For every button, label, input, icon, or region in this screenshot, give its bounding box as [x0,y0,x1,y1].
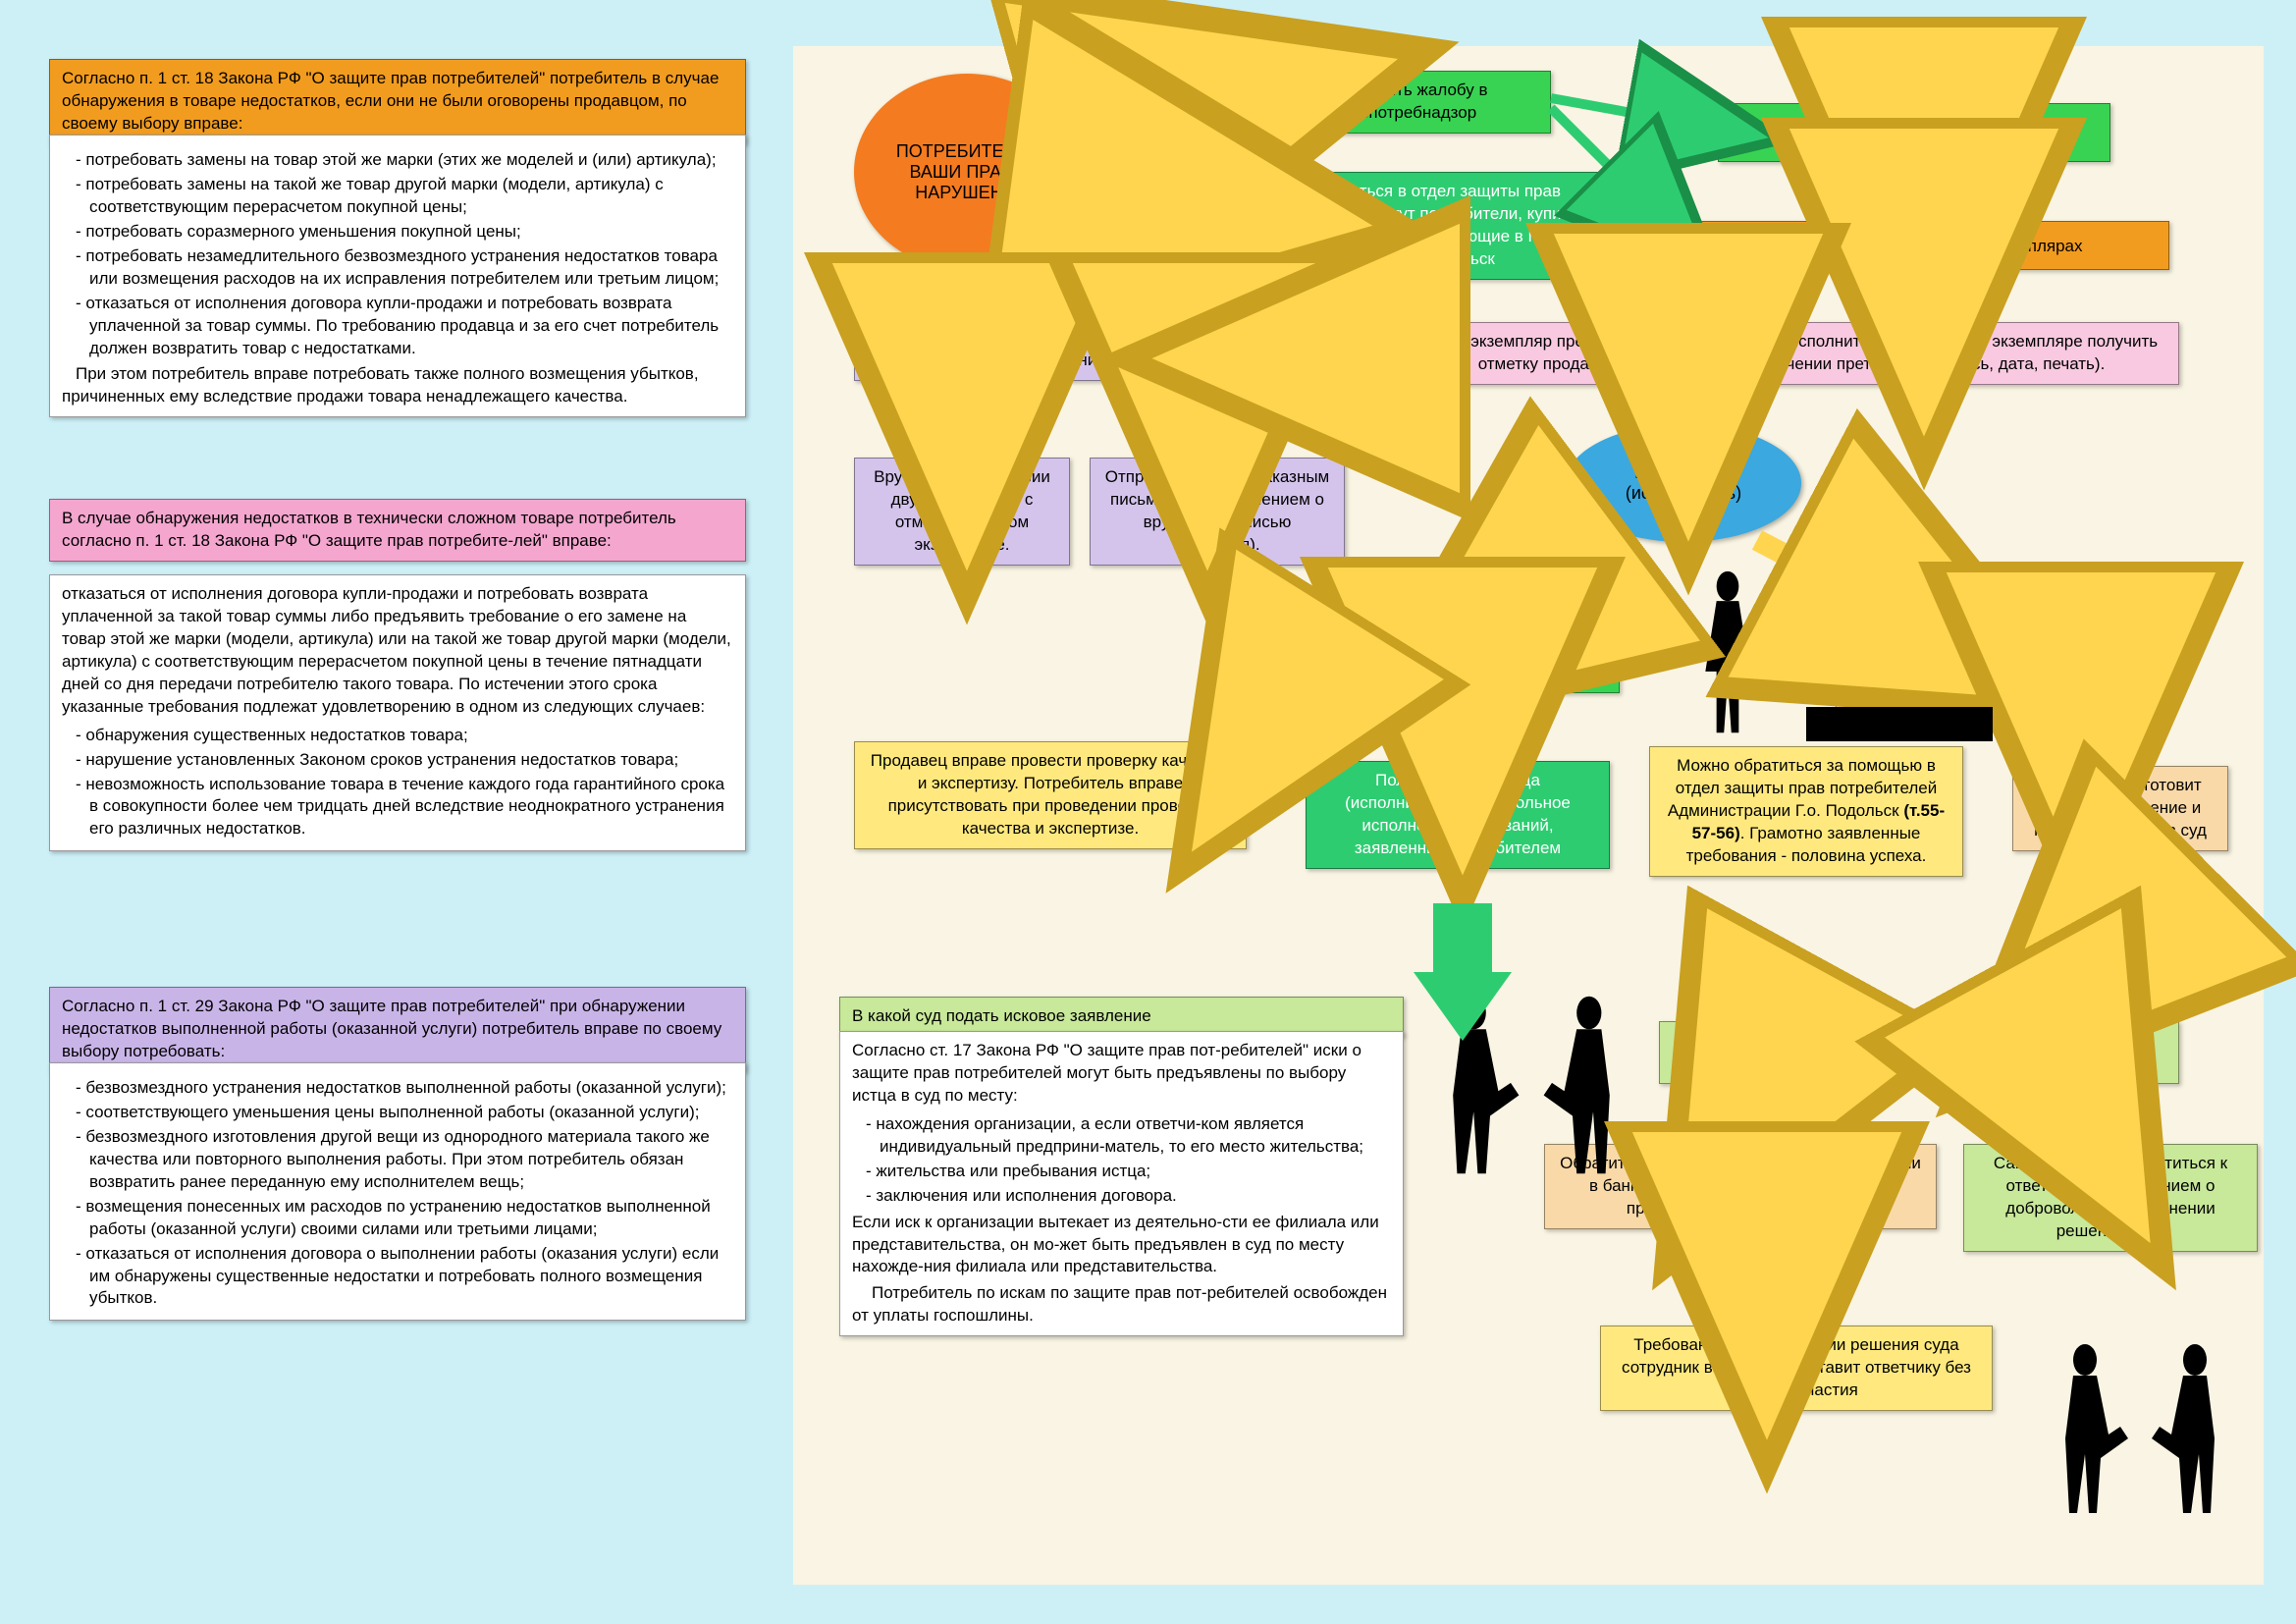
refuse-text: Если отказываются принимать претензию: [895,351,1225,369]
lawsuit-box: Потребитель готовит исковое заявление и … [2012,766,2228,851]
court-list: нахождения организации, а если ответчи-к… [852,1113,1391,1208]
write-claim-box: Написать претензию в двух экземплярах [1679,221,2169,270]
witness-text: Вручить в присутствии двух свидетелей с … [874,467,1050,554]
court-body-2: Если иск к организации вытекает из деяте… [852,1212,1391,1279]
witness-box: Вручить в присутствии двух свидетелей с … [854,458,1070,566]
law-box-1-list: потребовать замены на товар этой же марк… [62,149,733,359]
handshake-icon [1428,987,1634,1183]
court-info-header-text: В какой суд подать исковое заявление [852,1006,1151,1025]
law-box-2-body-text: отказаться от исполнения договора купли-… [62,583,733,719]
expert-box: Продавец вправе провести проверку качест… [854,741,1247,849]
court-info-body: Согласно ст. 17 Закона РФ "О защите прав… [839,1031,1404,1336]
voluntary-text: Получить у продавца (исполнителя) добров… [1345,771,1571,857]
list-item: заключения или исполнения договора. [866,1185,1391,1208]
complaint-box: Отправить жалобу в Роспотребнадзор [1266,71,1551,134]
law-box-2-list: обнаружения существенных недостатков тов… [62,725,733,841]
list-item: потребовать соразмерного уменьшения поку… [76,221,733,244]
seller-label: ПРОДАВЕЦ (исполнитель) [1585,462,1782,504]
self-enforce-box: Самостоятельно обратиться к ответчику с … [1963,1144,2258,1252]
refuse-sat-box: Претензию удовлетворить отказывается [1836,653,2150,716]
list-item: потребовать незамедлительного безвозмезд… [76,245,733,291]
law-box-2-header: В случае обнаружения недостатков в техни… [49,499,746,562]
law-box-3-header: Согласно п. 1 ст. 29 Закона РФ "О защите… [49,987,746,1072]
list-item: безвозмездного устранения недостатков вы… [76,1077,733,1100]
list-item: жительства или пребывания истца; [866,1161,1391,1183]
enforce-text: Требование об исполнении решения суда со… [1622,1335,1971,1399]
list-item: невозможность использование товара в теч… [76,774,733,841]
consumer-circle: ПОТРЕБИТЕЛЬ - ВАШИ ПРАВА НАРУШЕНЫ [854,74,1080,270]
list-item: нарушение установленных Законом сроков у… [76,749,733,772]
graduate-icon [2017,903,2125,1041]
self-act-text: Действовать самостоятельно [1800,123,2028,141]
write-claim-text: Написать претензию в двух экземплярах [1766,237,2083,255]
list-item: потребовать замены на такой же товар дру… [76,174,733,219]
deliver-claim-box: Один экземпляр претензии вручить продавц… [1404,322,2179,385]
list-item: отказаться от исполнения договора о выпо… [76,1243,733,1311]
self-enforce-text: Самостоятельно обратиться к ответчику с … [1994,1154,2227,1240]
law-box-1-header: Согласно п. 1 ст. 18 Закона РФ "О защите… [49,59,746,144]
enforce-box: Требование об исполнении решения суда со… [1600,1326,1993,1411]
help-box: Можно обратиться за помощью в отдел защи… [1649,746,1963,877]
court-body-1: Согласно ст. 17 Закона РФ "О защите прав… [852,1040,1391,1108]
law-box-1-header-text: Согласно п. 1 ст. 18 Закона РФ "О защите… [62,69,719,133]
help-text-1: Можно обратиться за помощью в отдел защи… [1668,756,1937,820]
agree-text: Претензию удовлетворить согласен [1323,663,1602,681]
law-box-3-header-text: Согласно п. 1 ст. 29 Закона РФ "О защите… [62,997,721,1060]
expert-text: Продавец вправе провести проверку качест… [871,751,1230,838]
court-body-3: Потребитель по искам по защите прав пот-… [852,1282,1391,1327]
mail-box: Отправить почтой (заказным письмом с уве… [1090,458,1345,566]
dept-box: Обратиться в отдел защиты прав потребите… [1235,172,1628,280]
consumer-label: ПОТРЕБИТЕЛЬ - ВАШИ ПРАВА НАРУШЕНЫ [874,141,1060,203]
refuse-sat-text: Претензию удовлетворить отказывается [1891,663,2095,704]
list-item: потребовать замены на товар этой же марк… [76,149,733,172]
list-item: возмещения понесенных им расходов по уст… [76,1196,733,1241]
seller-circle: ПРОДАВЕЦ (исполнитель) [1566,424,1801,542]
list-item: соответствующего уменьшения цены выполне… [76,1102,733,1124]
law-box-2-body: отказаться от исполнения договора купли-… [49,574,746,851]
voluntary-box: Получить у продавца (исполнителя) добров… [1306,761,1610,869]
agree-box: Претензию удовлетворить согласен [1306,653,1620,693]
woman-icon [1688,569,1767,736]
law-box-1-body: потребовать замены на товар этой же марк… [49,135,746,417]
deliver-claim-text: Один экземпляр претензии вручить продавц… [1425,332,2158,373]
list-item: безвозмездного изготовления другой вещи … [76,1126,733,1194]
list-item: отказаться от исполнения договора купли-… [76,293,733,360]
handshake-icon-2 [2042,1330,2238,1527]
list-item: нахождения организации, а если ответчи-к… [866,1113,1391,1159]
law-box-3-list: безвозмездного устранения недостатков вы… [62,1077,733,1310]
lawsuit-text: Потребитель готовит исковое заявление и … [2034,776,2207,839]
mail-text: Отправить почтой (заказным письмом с уве… [1105,467,1330,554]
law-box-3-body: безвозмездного устранения недостатков вы… [49,1062,746,1321]
help-text: Можно обратиться за помощью в отдел защи… [1668,756,1945,865]
dept-text: Обратиться в отдел защиты прав потребите… [1253,182,1610,268]
list-item: обнаружения существенных недостатков тов… [76,725,733,747]
law-box-2-header-text: В случае обнаружения недостатков в техни… [62,509,676,550]
self-act-box: Действовать самостоятельно [1718,103,2110,162]
law-box-1-tail: При этом потребитель вправе потребовать … [62,363,733,408]
complaint-text: Отправить жалобу в Роспотребнадзор [1329,81,1487,122]
refuse-box: Если отказываются принимать претензию: [854,341,1266,381]
businessman-icon [1095,147,1202,334]
